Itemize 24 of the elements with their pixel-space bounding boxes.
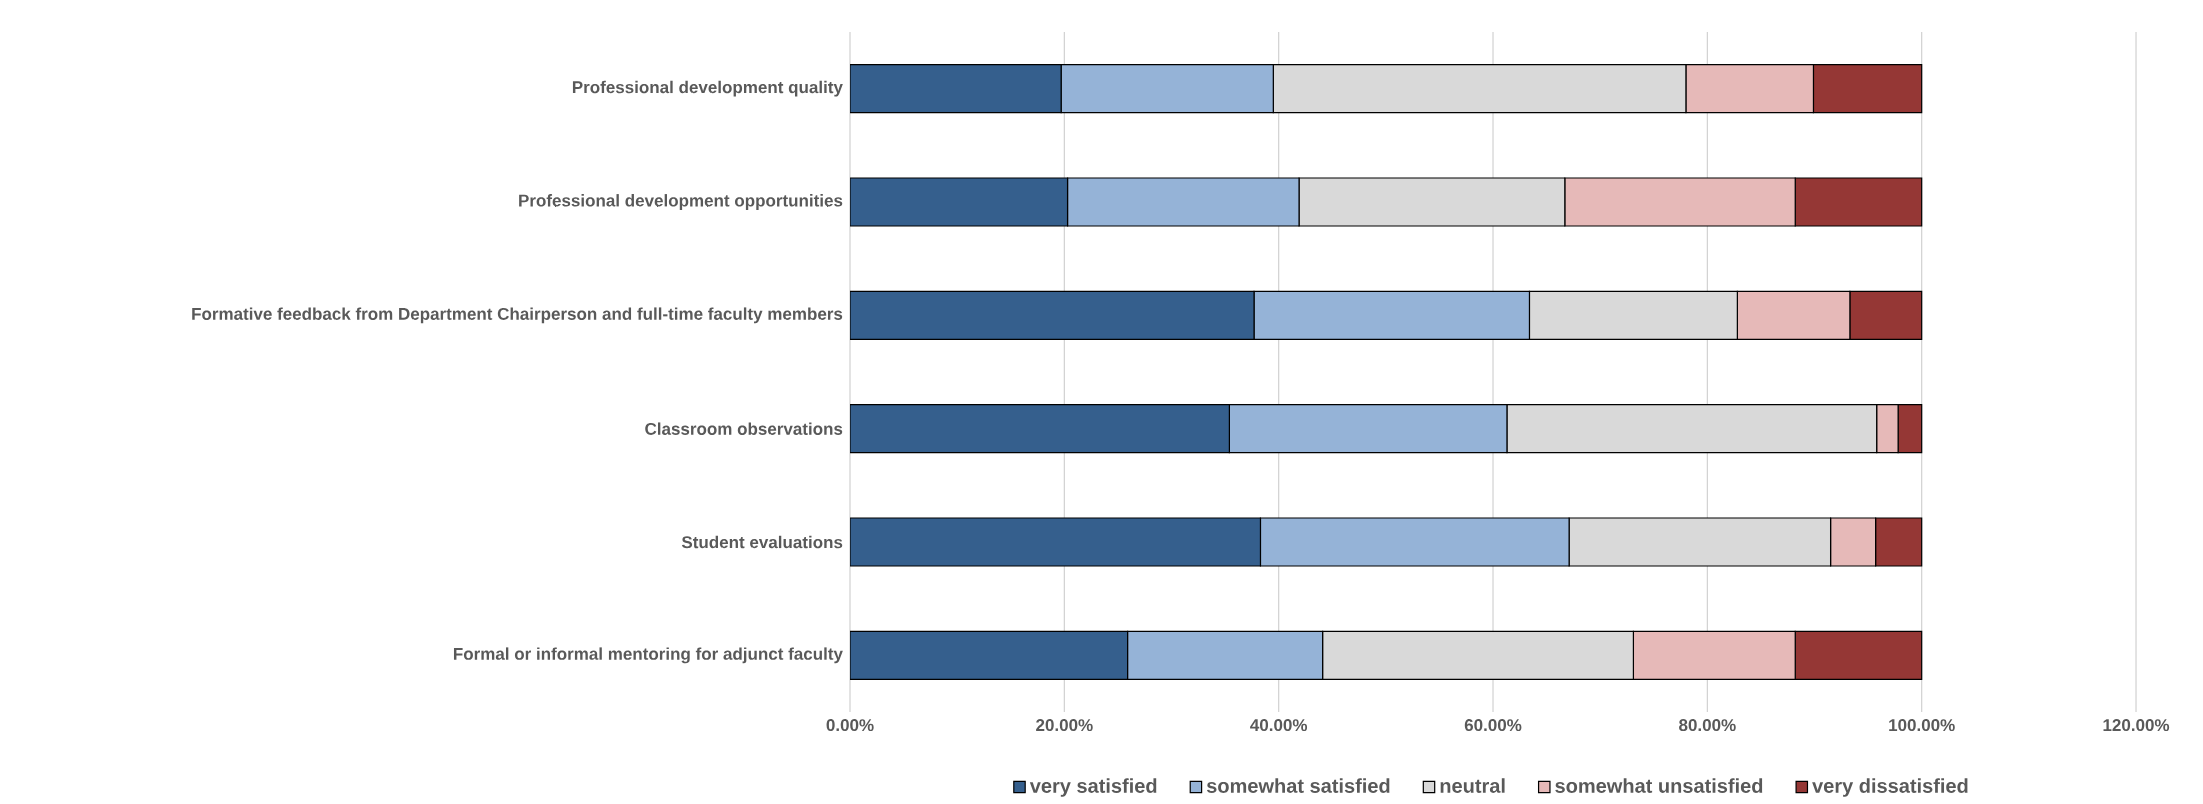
y-tick-label: Classroom observations: [645, 422, 843, 436]
x-tick-label: 100.00%: [1889, 719, 1955, 732]
x-tick-label: 60.00%: [1464, 719, 1522, 732]
x-tick-label: 120.00%: [2103, 719, 2170, 732]
x-tick-label: 20.00%: [1036, 719, 1093, 732]
legend-label: somewhat unsatisfied: [1555, 778, 1763, 794]
legend-label: neutral: [1440, 778, 1505, 794]
x-tick-label: 80.00%: [1679, 719, 1736, 732]
legend-label: very satisfied: [1029, 778, 1157, 797]
x-tick-label: 0.00%: [826, 719, 874, 732]
legend-label: somewhat satisfied: [1206, 778, 1390, 794]
x-tick-label: 40.00%: [1250, 719, 1308, 732]
y-tick-label: Professional development quality: [572, 80, 843, 97]
bar: [850, 64, 1062, 114]
legend-label: very dissatisfied: [1812, 778, 1968, 797]
bar: [850, 517, 1262, 567]
y-tick-label: Formative feedback from Department Chairperson and full-time faculty members: [192, 307, 843, 324]
y-tick-label: Student evaluations: [681, 535, 843, 549]
bar: [850, 290, 1255, 341]
y-tick-label: Formal or informal mentoring for adjunct faculty: [453, 647, 843, 664]
bar: [850, 630, 1129, 681]
bar: [850, 177, 1069, 227]
bar: [850, 404, 1230, 454]
y-tick-label: Professional development opportunities: [519, 194, 843, 211]
